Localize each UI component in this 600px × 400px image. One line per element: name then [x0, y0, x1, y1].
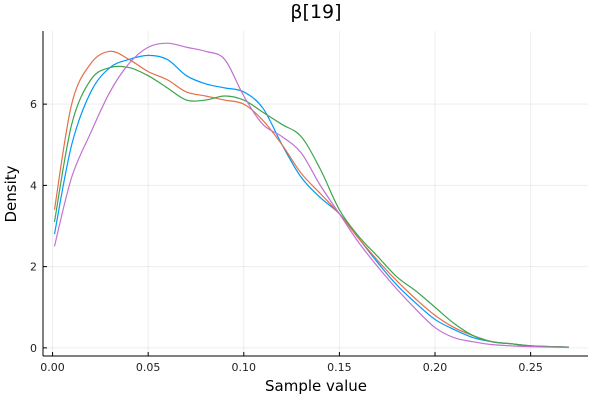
x-axis-label: Sample value [265, 377, 367, 395]
x-tick-label: 0.20 [423, 361, 448, 374]
y-axis-label: Density [2, 165, 20, 222]
series-group [53, 42, 569, 349]
x-tick-label: 0.15 [327, 361, 352, 374]
y-tick-label: 0 [30, 342, 37, 355]
y-tick-label: 2 [30, 261, 37, 274]
x-tick-label: 0.25 [518, 361, 543, 374]
chart-title: β[19] [290, 1, 341, 23]
series-line-3 [53, 65, 569, 348]
series-line-2 [53, 50, 569, 348]
x-tick-label: 0.05 [136, 361, 161, 374]
axes [42, 31, 588, 357]
y-tick-label: 6 [30, 98, 37, 111]
series-line-4 [53, 42, 569, 349]
grid [43, 31, 588, 356]
x-tick-label: 0.10 [232, 361, 257, 374]
y-tick-label: 4 [30, 179, 37, 192]
x-ticks: 0.00 0.05 0.10 0.15 0.20 0.25 [40, 352, 543, 374]
x-tick-label: 0.00 [40, 361, 65, 374]
y-ticks: 0 2 4 6 [30, 98, 47, 355]
series-line-1 [53, 54, 569, 348]
